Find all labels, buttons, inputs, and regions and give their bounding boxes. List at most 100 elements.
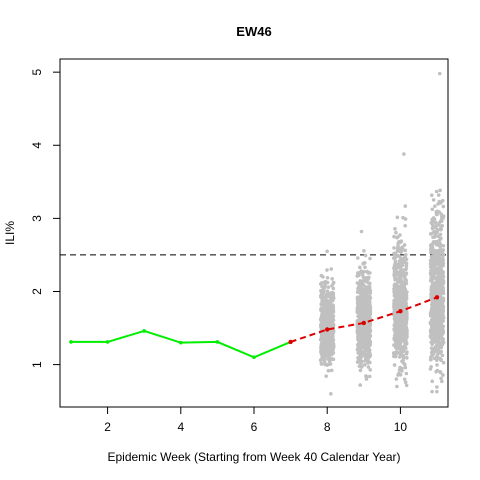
forecast-sample-point: [392, 327, 397, 331]
forecast-sample-point: [429, 250, 433, 255]
forecast-sample-point: [404, 371, 409, 376]
forecast-sample-point: [395, 235, 399, 240]
forecast-sample-point: [430, 353, 434, 358]
forecast-sample-point: [368, 328, 373, 332]
y-tick-label: 5: [30, 69, 44, 76]
forecast-sample-point: [359, 355, 364, 359]
forecast-sample-point: [355, 306, 360, 311]
forecast-sample-point: [441, 287, 445, 292]
y-tick-label: 3: [30, 215, 44, 222]
forecast-sample-point: [433, 230, 437, 235]
forecast-sample-point: [399, 249, 404, 253]
forecast-sample-point: [439, 358, 443, 363]
forecast-sample-point: [366, 334, 371, 338]
forecast-sample-point: [398, 323, 403, 327]
forecast-sample-point: [325, 299, 330, 304]
forecast-sample-point: [404, 383, 409, 388]
forecast-mean-point: [325, 327, 330, 332]
forecast-sample-point: [441, 308, 445, 312]
forecast-sample-point: [321, 291, 325, 296]
forecast-sample-point: [358, 280, 363, 284]
forecast-sample-point: [359, 300, 364, 305]
forecast-sample-point: [362, 249, 366, 253]
forecast-sample-point: [363, 343, 368, 348]
forecast-sample-point: [435, 329, 440, 333]
y-tick-label: 4: [30, 142, 44, 149]
forecast-sample-point: [400, 350, 404, 354]
forecast-sample-point: [325, 275, 330, 280]
forecast-sample-point: [356, 314, 361, 318]
forecast-sample-point: [441, 312, 445, 317]
forecast-sample-point: [437, 278, 442, 283]
forecast-sample-point: [398, 299, 403, 304]
x-axis-label: Epidemic Week (Starting from Week 40 Cal…: [107, 450, 400, 464]
forecast-sample-point: [359, 285, 364, 290]
forecast-sample-point: [368, 288, 373, 293]
forecast-sample-point: [326, 349, 330, 353]
forecast-sample-point: [436, 193, 441, 197]
forecast-sample-point: [431, 198, 436, 202]
forecast-sample-point: [403, 303, 408, 308]
forecast-sample-point: [434, 189, 439, 194]
forecast-sample-point: [434, 335, 439, 339]
forecast-sample-point: [438, 232, 443, 237]
forecast-sample-point: [331, 280, 336, 285]
forecast-sample-point: [404, 342, 409, 346]
forecast-sample-point: [439, 268, 444, 272]
plot-frame: [59, 58, 449, 408]
forecast-sample-point: [358, 368, 363, 373]
forecast-sample-point: [439, 274, 443, 279]
forecast-sample-point: [438, 227, 443, 232]
forecast-sample-point: [431, 327, 435, 331]
forecast-sample-point: [430, 379, 435, 384]
forecast-sample-point: [431, 348, 435, 353]
forecast-sample-point: [434, 210, 439, 214]
forecast-sample-point: [440, 198, 445, 203]
forecast-sample-point: [435, 249, 440, 254]
forecast-sample-point: [325, 343, 330, 348]
x-tick-label: 10: [394, 420, 408, 434]
forecast-sample-point: [431, 268, 435, 273]
forecast-sample-point: [331, 286, 336, 291]
forecast-sample-point: [438, 300, 443, 304]
forecast-sample-point: [367, 302, 372, 307]
forecast-sample-point: [394, 339, 398, 344]
observed-point: [142, 329, 146, 333]
forecast-sample-point: [399, 295, 404, 299]
forecast-sample-point: [433, 262, 438, 267]
forecast-samples: [318, 71, 446, 396]
forecast-sample-point: [365, 301, 369, 305]
forecast-sample-point: [356, 289, 360, 293]
forecast-sample-point: [441, 216, 445, 220]
forecast-sample-point: [356, 299, 360, 303]
forecast-sample-point: [433, 306, 437, 311]
y-tick-label: 1: [30, 361, 44, 368]
y-tick-label: 2: [30, 288, 44, 295]
forecast-sample-point: [327, 322, 332, 327]
forecast-sample-point: [320, 281, 324, 285]
forecast-sample-point: [366, 270, 371, 275]
forecast-sample-point: [393, 335, 398, 339]
x-axis: 2 4 6 8 10: [104, 407, 407, 434]
forecast-sample-point: [438, 325, 443, 330]
forecast-sample-point: [397, 330, 402, 334]
forecast-sample-point: [327, 346, 331, 351]
forecast-sample-point: [432, 298, 437, 303]
forecast-sample-point: [365, 288, 370, 293]
forecast-sample-point: [393, 309, 397, 314]
forecast-sample-point: [359, 362, 363, 366]
forecast-sample-point: [441, 360, 446, 365]
forecast-sample-point: [401, 273, 405, 278]
forecast-sample-point: [396, 244, 400, 248]
forecast-sample-point: [364, 279, 369, 284]
forecast-sample-point: [323, 362, 328, 367]
forecast-mean-point: [288, 339, 293, 345]
forecast-sample-point: [330, 277, 334, 281]
forecast-sample-point: [435, 363, 439, 367]
forecast-sample-point: [439, 219, 444, 223]
forecast-sample-point: [322, 309, 327, 314]
forecast-sample-point: [320, 296, 324, 301]
forecast-sample-point: [319, 345, 324, 350]
forecast-sample-point: [392, 234, 396, 239]
forecast-sample-point: [320, 334, 325, 339]
